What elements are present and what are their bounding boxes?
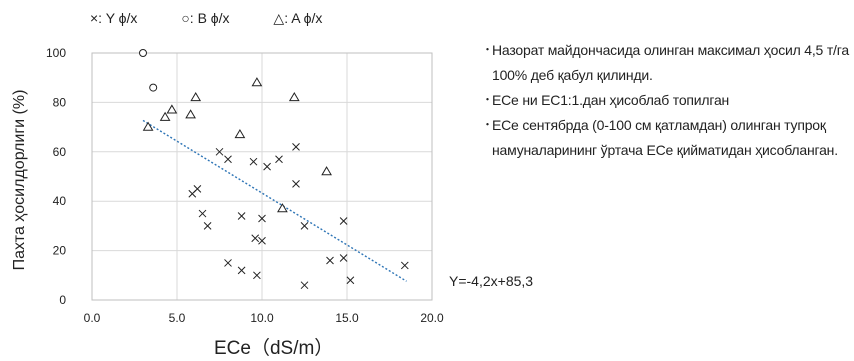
data-point-y-stroke — [339, 217, 348, 225]
data-point-y — [215, 147, 224, 156]
data-point-y-stroke — [400, 261, 409, 270]
y-tick-label: 20 — [53, 244, 67, 258]
y-tick-label: 60 — [53, 145, 67, 159]
legend-label-b: B ϕ/x — [197, 10, 230, 26]
notes-list: ・ Назорат майдончасида олинган максимал … — [482, 38, 850, 163]
data-point-y — [198, 209, 207, 218]
data-point-y-stroke — [258, 214, 266, 223]
data-point-y — [203, 222, 212, 230]
data-point-b — [149, 83, 158, 92]
data-point-a — [321, 166, 332, 176]
data-point-y — [292, 180, 300, 188]
legend-label-y: Y ϕ/x — [105, 10, 138, 26]
note-item: ・ ECe сентябрда (0-100 см қатламдан) оли… — [482, 113, 850, 163]
data-point-y-stroke — [224, 259, 232, 267]
data-point-a — [142, 121, 154, 131]
bullet-icon: ・ — [482, 119, 493, 131]
data-point-y-stroke — [339, 254, 348, 262]
data-point-y — [339, 217, 348, 225]
x-tick-label: 20.0 — [420, 311, 444, 325]
legend-item-a: △: A ϕ/x — [273, 10, 323, 26]
data-point-y — [249, 157, 258, 166]
y-axis-label: Пахта ҳосилдорлиги (%) — [11, 89, 28, 271]
data-point-y — [326, 256, 334, 265]
x-tick-label: 5.0 — [169, 311, 186, 325]
data-point-y — [237, 212, 246, 220]
data-point-y — [300, 281, 309, 290]
chart-legend: ×: Y ϕ/x ○: B ϕ/x △: A ϕ/x — [90, 10, 362, 27]
data-point-a — [251, 77, 263, 87]
data-point-y-stroke — [253, 271, 261, 280]
data-point-y-stroke — [275, 155, 283, 164]
x-tick-label: 15.0 — [335, 311, 359, 325]
x-tick-label: 10.0 — [250, 311, 274, 325]
data-point-y — [224, 259, 232, 267]
data-point-a — [234, 129, 246, 139]
trendline-equation: Y=-4,2x+85,3 — [449, 273, 534, 289]
note-text: ECe ни EC1:1.дан ҳисоблаб топилган — [492, 92, 730, 108]
note-item: ・ ECe ни EC1:1.дан ҳисоблаб топилган — [482, 88, 850, 113]
y-tick-label: 100 — [46, 46, 66, 60]
data-point-y — [339, 254, 348, 262]
data-point-a — [166, 104, 178, 114]
trendline — [142, 119, 407, 282]
data-point-y-stroke — [292, 143, 300, 151]
data-point-y-stroke — [346, 276, 355, 285]
data-point-y-stroke — [251, 234, 260, 243]
legend-item-b: ○: B ϕ/x — [181, 10, 230, 26]
data-point-y-stroke — [237, 266, 246, 275]
data-point-y — [258, 214, 266, 223]
data-point-y — [253, 271, 261, 280]
y-tick-label: 40 — [53, 194, 67, 208]
data-point-y — [275, 155, 283, 164]
data-point-a — [288, 91, 300, 102]
data-point-y — [346, 276, 355, 285]
data-point-y — [400, 261, 409, 270]
x-axis-label: ECe（dS/m） — [214, 338, 334, 359]
y-tick-label: 0 — [59, 293, 66, 307]
note-text: Назорат майдончасида олинган максимал ҳо… — [492, 42, 849, 83]
data-point-y-stroke — [249, 157, 258, 166]
note-item: ・ Назорат майдончасида олинган максимал … — [482, 38, 850, 88]
bullet-icon: ・ — [482, 94, 493, 106]
data-point-y-stroke — [193, 184, 202, 193]
legend-label-a: A ϕ/x — [291, 10, 323, 26]
data-point-y-stroke — [300, 222, 309, 230]
data-point-y — [251, 234, 260, 243]
bullet-icon: ・ — [482, 44, 493, 56]
note-text: ECe сентябрда (0-100 см қатламдан) олинг… — [492, 117, 838, 158]
data-point-y-stroke — [326, 256, 334, 265]
x-tick-label: 0.0 — [84, 311, 101, 325]
data-point-y-stroke — [203, 222, 212, 230]
data-point-a — [159, 111, 171, 121]
data-point-y — [237, 266, 246, 275]
legend-item-y: ×: Y ϕ/x — [90, 10, 138, 26]
data-point-y-stroke — [300, 281, 309, 290]
plot-area — [91, 52, 433, 301]
data-point-y — [258, 236, 266, 245]
y-tick-label: 80 — [53, 95, 67, 109]
data-point-y — [224, 155, 232, 164]
data-point-y — [263, 162, 271, 171]
data-point-a — [185, 109, 196, 119]
data-point-y-stroke — [292, 180, 300, 188]
data-point-y-stroke — [258, 236, 266, 245]
data-point-y — [292, 143, 300, 151]
data-point-b — [139, 49, 147, 57]
data-point-y-stroke — [224, 155, 232, 164]
data-point-y-stroke — [237, 212, 246, 220]
data-point-y-stroke — [198, 209, 207, 218]
scatter-chart: 0 20 40 60 80 100 0.0 5.0 10.0 15.0 20.0 — [46, 46, 444, 325]
data-point-y — [193, 184, 202, 193]
data-point-a — [277, 203, 288, 213]
data-point-y-stroke — [263, 162, 271, 171]
data-point-y — [300, 222, 309, 230]
data-point-a — [190, 91, 202, 102]
data-point-y-stroke — [215, 147, 224, 156]
